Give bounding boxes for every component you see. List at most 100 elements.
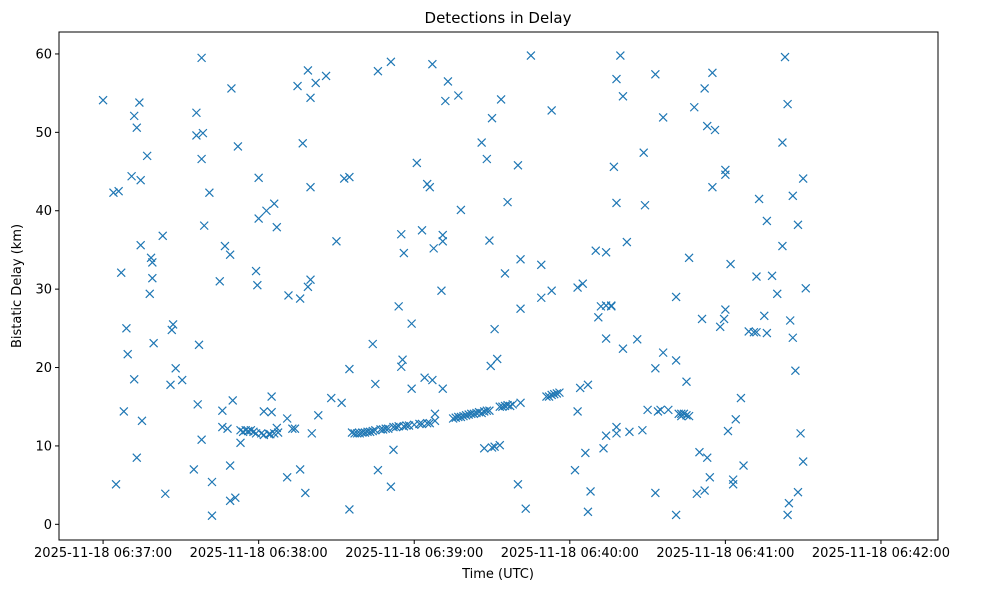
data-point [591, 246, 601, 256]
data-point [171, 363, 181, 373]
data-point [332, 236, 341, 246]
data-point [142, 151, 152, 161]
data-point [639, 148, 649, 158]
plot-frame [58, 31, 939, 541]
data-point [570, 465, 580, 475]
data-point [272, 222, 282, 232]
data-point [643, 405, 653, 415]
data-point [269, 199, 279, 209]
data-point [194, 340, 204, 350]
data-point [284, 290, 293, 300]
data-point [136, 175, 146, 185]
data-point [114, 186, 124, 196]
data-point [650, 488, 660, 498]
data-point [368, 339, 378, 349]
data-point [273, 428, 283, 438]
data-point [495, 440, 505, 450]
data-point [290, 424, 300, 434]
data-point [796, 428, 805, 438]
data-point [119, 407, 129, 416]
data-point [762, 216, 772, 226]
data-point [513, 160, 523, 170]
data-point [521, 504, 531, 514]
data-point [166, 380, 175, 390]
data-point [485, 406, 494, 416]
data-point [710, 125, 720, 135]
data-point [676, 409, 686, 419]
data-point [303, 65, 313, 75]
data-point [500, 269, 510, 278]
data-point [606, 301, 616, 311]
y-tick-label: 20 [35, 361, 52, 376]
data-point [429, 243, 439, 253]
data-point [778, 138, 787, 147]
data-point [705, 472, 715, 482]
data-point [282, 472, 292, 482]
data-point [443, 76, 453, 86]
data-point [656, 405, 665, 415]
data-point [490, 324, 500, 334]
data-point [438, 230, 448, 240]
data-point [720, 165, 730, 175]
data-point [160, 489, 170, 499]
data-point [227, 84, 236, 93]
data-point [780, 52, 790, 62]
data-point [728, 479, 738, 489]
data-point [344, 172, 354, 182]
data-point [215, 276, 225, 286]
data-point [252, 280, 262, 290]
data-point [396, 229, 406, 239]
data-point [197, 154, 207, 164]
data-point [448, 414, 458, 423]
data-point [682, 410, 691, 420]
data-point [573, 283, 583, 292]
data-point [695, 447, 704, 457]
data-point [752, 327, 761, 337]
data-point [547, 286, 557, 296]
data-point [513, 479, 523, 489]
data-point [365, 427, 375, 437]
data-point [496, 94, 506, 104]
data-point [167, 325, 177, 335]
data-point [618, 91, 628, 101]
data-point [223, 424, 232, 434]
data-point [671, 292, 681, 302]
data-point [469, 409, 479, 419]
data-point [793, 487, 803, 497]
data-point [679, 409, 689, 419]
data-point [580, 448, 590, 458]
data-point [306, 275, 315, 285]
x-tick-label: 2025-11-18 06:37:00 [34, 546, 172, 561]
data-point [497, 402, 507, 412]
data-point [295, 294, 305, 303]
x-axis-label: Time (UTC) [461, 567, 534, 582]
data-point [420, 373, 430, 383]
data-point [389, 445, 398, 455]
data-point [149, 338, 159, 348]
data-point [793, 220, 803, 230]
data-point [412, 158, 422, 168]
data-point [399, 248, 409, 258]
data-point [671, 510, 681, 520]
data-point [398, 355, 407, 365]
data-point [129, 111, 139, 121]
data-point [671, 356, 681, 365]
data-point [516, 398, 525, 408]
data-point [700, 84, 710, 93]
data-point [728, 475, 738, 485]
data-point [116, 268, 126, 278]
data-point [233, 142, 243, 151]
data-point [801, 283, 811, 293]
data-point [199, 221, 209, 231]
data-point [549, 389, 559, 399]
data-point [249, 427, 258, 437]
data-point [736, 393, 746, 403]
data-point [121, 323, 131, 333]
data-point [456, 205, 466, 215]
y-axis-label: Bistatic Delay (km) [10, 224, 25, 348]
data-point [303, 282, 313, 292]
data-point [427, 59, 437, 69]
data-point [254, 173, 264, 183]
data-point [373, 66, 383, 76]
data-point [684, 411, 694, 421]
